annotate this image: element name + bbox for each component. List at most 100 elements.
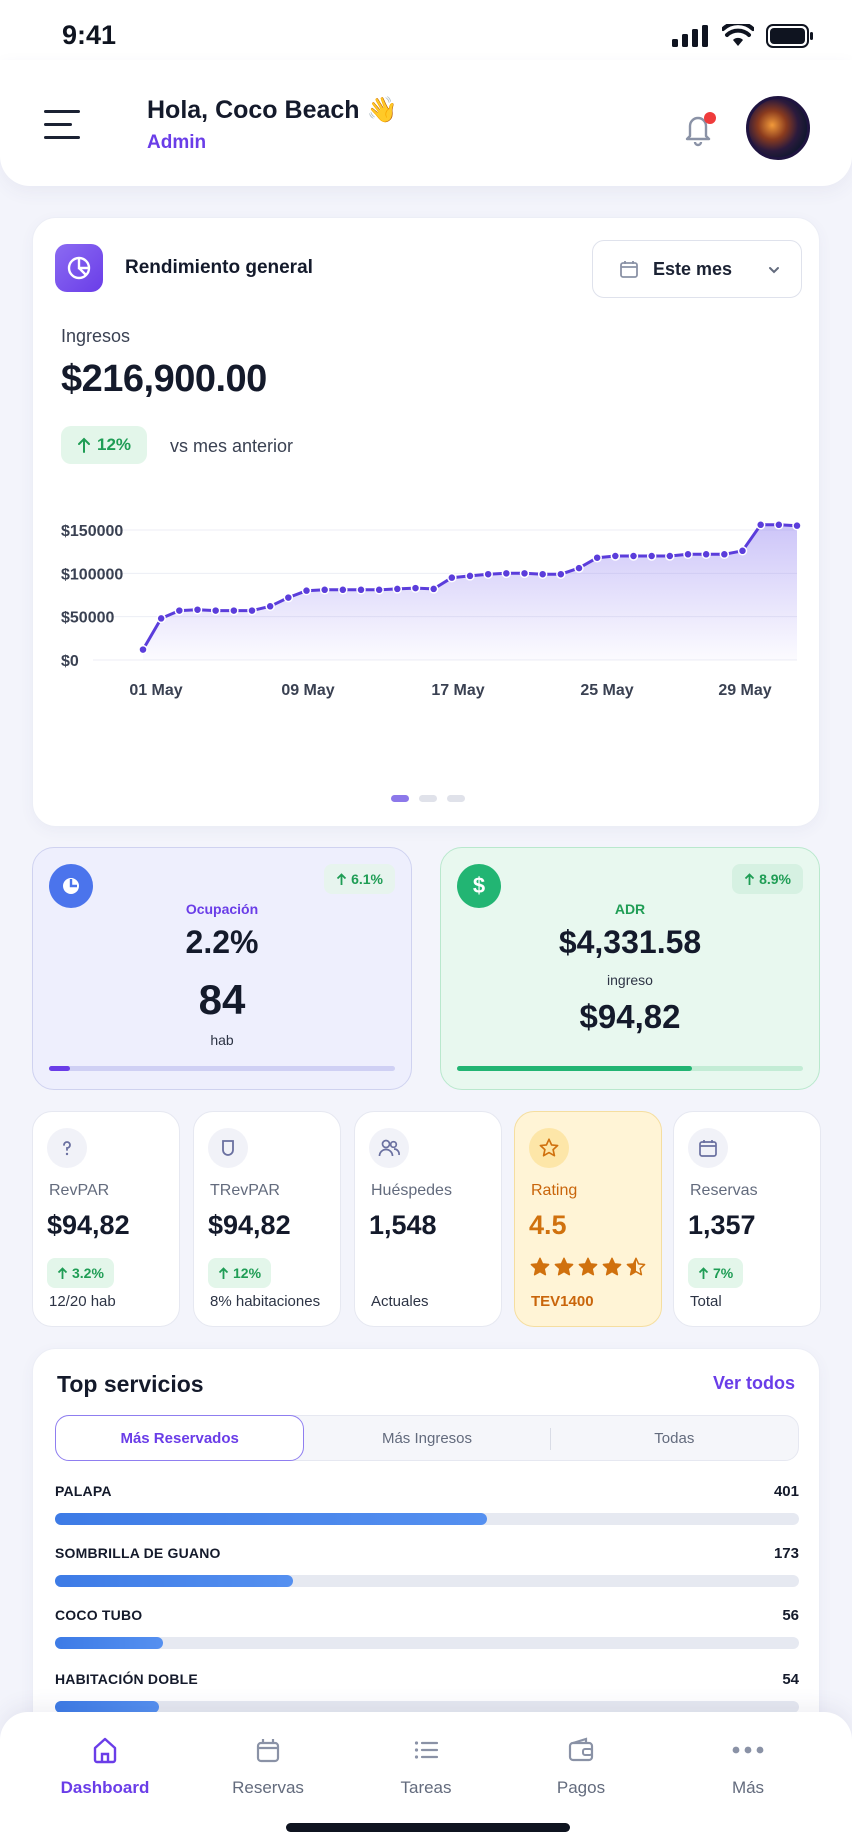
guests-label: Huéspedes [371,1182,452,1199]
nav-reservas[interactable]: Reservas [203,1730,333,1798]
performance-title: Rendimiento general [125,257,313,278]
revenue-change-badge: 12% [61,426,147,464]
chart-point [374,585,384,595]
occupancy-card[interactable]: 6.1% Ocupación 2.2% 84 hab [32,847,412,1090]
service-count: 401 [773,1483,799,1500]
rating-value: 4.5 [529,1210,567,1240]
chart-point [519,568,530,579]
occupancy-progress [49,1066,395,1071]
service-bar-track [55,1513,799,1525]
app-header: Hola, Coco Beach 👋 Admin [0,60,852,186]
revenue-change-note: vs mes anterior [170,436,294,456]
rating-card[interactable]: Rating 4.5 TEV1400 [514,1111,662,1327]
service-bar-track [55,1637,799,1649]
occupancy-label: Ocupación [185,901,259,917]
y-tick-label: $150000 [61,523,123,540]
nav-pagos[interactable]: Pagos [516,1730,646,1798]
arrow-up-icon [218,1266,229,1279]
service-bar [55,1575,294,1587]
chart-point [319,585,330,595]
chart-point [792,520,802,531]
tab-mas-reservados[interactable]: Más Reservados [55,1415,305,1461]
service-bar-track [55,1701,799,1713]
calendar-icon [620,261,638,278]
clock-chart-icon [49,864,93,908]
occupancy-trend-value: 6.1% [351,871,383,887]
arrow-up-icon [57,1266,68,1279]
carousel-dot[interactable] [391,795,409,802]
users-icon [369,1128,409,1168]
chevron-down-icon [769,267,779,274]
calendar-bag-icon [203,1730,333,1770]
chart-point [737,546,748,556]
adr-trend: 8.9% [732,864,803,894]
chart-point [447,572,457,583]
greeting-title: Hola, Coco Beach 👋 [147,96,398,124]
chart-point [483,569,493,579]
service-bar-track [55,1575,799,1587]
reservations-card[interactable]: Reservas 1,357 7% Total [673,1111,821,1327]
revpar-foot: 12/20 hab [49,1293,116,1310]
nav-label: Dashboard [60,1778,150,1797]
chart-point [338,585,348,595]
x-tick-label: 25 May [580,682,633,699]
rating-stars [529,1256,647,1278]
adr-progress [457,1066,803,1071]
reservations-value: 1,357 [688,1210,756,1240]
adr-card[interactable]: $ 8.9% ADR $4,331.58 ingreso $94,82 [440,847,820,1090]
chart-point [247,605,257,616]
chart-point [646,551,657,561]
notification-bell-icon[interactable] [676,106,720,150]
status-time: 9:41 [62,20,117,50]
rating-foot: TEV1400 [531,1293,594,1310]
revpar-trend: 3.2% [47,1258,114,1288]
guests-card[interactable]: Huéspedes 1,548 Actuales [354,1111,502,1327]
reservations-foot: Total [690,1293,722,1310]
wallet-icon [516,1730,646,1770]
tab-mas-ingresos[interactable]: Más Ingresos [303,1416,551,1460]
user-avatar[interactable] [746,96,810,160]
chart-point [665,551,675,561]
hamburger-menu-icon[interactable] [44,110,84,142]
view-all-link[interactable]: Ver todos [712,1373,795,1393]
y-tick-label: $0 [61,653,79,670]
adr-sub-value: $94,82 [579,998,681,1035]
occupancy-trend: 6.1% [324,864,395,894]
service-name: COCO TUBO [55,1607,143,1623]
chart-point [210,605,221,616]
tab-todas[interactable]: Todas [654,1429,695,1447]
user-role: Admin [147,132,207,153]
reservations-trend-value: 7% [713,1265,734,1281]
arrow-up-icon [744,872,755,885]
nav-label: Pagos [556,1778,606,1797]
service-count: 173 [773,1545,799,1562]
nav-dashboard[interactable]: Dashboard [40,1730,170,1798]
revenue-chart: $150000 $100000 $50000 $0 01 May 09 May 17 Ma… [61,520,802,699]
chart-point [774,520,784,530]
arrow-up-icon [336,872,347,885]
list-icon [361,1730,491,1770]
carousel-dot[interactable] [447,795,465,802]
star-filled-icon [578,1257,598,1276]
status-icons [672,24,814,48]
services-segmented-control: Más Reservados Más Ingresos Todas [55,1415,799,1461]
carousel-dot[interactable] [419,795,437,802]
nav-label: Reservas [232,1778,304,1797]
wifi-icon [722,24,754,46]
service-name: HABITACIÓN DOBLE [55,1671,198,1687]
battery-icon [766,24,813,48]
chart-point [574,563,584,573]
service-bar [55,1701,160,1713]
trevpar-card[interactable]: TRevPAR $94,82 12% 8% habitaciones [193,1111,341,1327]
nav-mas[interactable]: Más [683,1730,813,1798]
nav-tareas[interactable]: Tareas [361,1730,491,1798]
chart-point [610,551,621,561]
period-dropdown[interactable]: Este mes [592,240,802,298]
chart-point [392,584,403,594]
trevpar-trend: 12% [208,1258,272,1288]
revpar-card[interactable]: RevPAR $94,82 3.2% 12/20 hab [32,1111,180,1327]
chart-point [537,569,548,579]
carousel-dots[interactable] [391,795,465,802]
nav-label: Tareas [400,1778,452,1797]
service-bar [55,1637,163,1649]
